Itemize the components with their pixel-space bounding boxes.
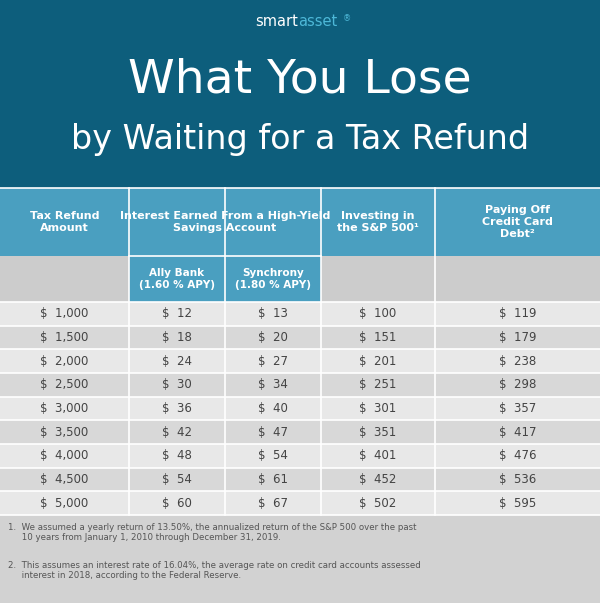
Bar — [0, 373, 600, 397]
Bar — [0, 515, 600, 603]
Text: $  351: $ 351 — [359, 426, 397, 438]
Text: $  100: $ 100 — [359, 308, 397, 320]
Text: $  54: $ 54 — [162, 473, 192, 486]
Text: $  12: $ 12 — [162, 308, 192, 320]
Text: $  536: $ 536 — [499, 473, 536, 486]
Text: Ally Bank
(1.60 % APY): Ally Bank (1.60 % APY) — [139, 268, 215, 290]
Text: $  401: $ 401 — [359, 449, 397, 463]
Bar — [0, 188, 600, 256]
Text: $  20: $ 20 — [258, 331, 288, 344]
Text: ®: ® — [343, 14, 351, 24]
Text: $  4,500: $ 4,500 — [40, 473, 89, 486]
Text: $  502: $ 502 — [359, 497, 397, 510]
Text: $  48: $ 48 — [162, 449, 192, 463]
Bar — [129, 256, 321, 302]
Text: $  417: $ 417 — [499, 426, 536, 438]
Text: $  30: $ 30 — [162, 378, 192, 391]
Text: Tax Refund
Amount: Tax Refund Amount — [30, 211, 99, 233]
Bar — [0, 188, 600, 603]
Text: $  476: $ 476 — [499, 449, 536, 463]
Text: 1.  We assumed a yearly return of 13.50%, the annualized return of the S&P 500 o: 1. We assumed a yearly return of 13.50%,… — [8, 523, 416, 543]
Text: $  151: $ 151 — [359, 331, 397, 344]
Text: $  119: $ 119 — [499, 308, 536, 320]
Text: $  54: $ 54 — [258, 449, 288, 463]
Text: $  47: $ 47 — [258, 426, 288, 438]
Text: by Waiting for a Tax Refund: by Waiting for a Tax Refund — [71, 124, 529, 157]
Text: $  34: $ 34 — [258, 378, 288, 391]
Text: $  36: $ 36 — [162, 402, 192, 415]
Bar — [0, 491, 600, 515]
Text: Paying Off
Credit Card
Debt²: Paying Off Credit Card Debt² — [482, 206, 553, 239]
Text: $  4,000: $ 4,000 — [40, 449, 89, 463]
Text: $  60: $ 60 — [162, 497, 192, 510]
Text: $  40: $ 40 — [258, 402, 288, 415]
Text: $  452: $ 452 — [359, 473, 397, 486]
Text: $  1,000: $ 1,000 — [40, 308, 89, 320]
Text: asset: asset — [298, 14, 337, 30]
Text: $  1,500: $ 1,500 — [40, 331, 89, 344]
Bar — [0, 420, 600, 444]
Text: $  179: $ 179 — [499, 331, 536, 344]
Text: Synchrony
(1.80 % APY): Synchrony (1.80 % APY) — [235, 268, 311, 290]
Bar — [0, 349, 600, 373]
Text: $  18: $ 18 — [162, 331, 192, 344]
Bar — [0, 326, 600, 349]
Text: $  301: $ 301 — [359, 402, 397, 415]
Text: 2.  This assumes an interest rate of 16.04%, the average rate on credit card acc: 2. This assumes an interest rate of 16.0… — [8, 561, 421, 581]
Text: $  251: $ 251 — [359, 378, 397, 391]
Text: $  3,500: $ 3,500 — [40, 426, 89, 438]
Text: $  238: $ 238 — [499, 355, 536, 368]
Text: $  298: $ 298 — [499, 378, 536, 391]
Text: $  3,000: $ 3,000 — [40, 402, 89, 415]
Text: $  42: $ 42 — [162, 426, 192, 438]
Text: What You Lose: What You Lose — [128, 57, 472, 103]
Text: $  357: $ 357 — [499, 402, 536, 415]
Bar — [0, 397, 600, 420]
Text: $  61: $ 61 — [258, 473, 288, 486]
Text: $  67: $ 67 — [258, 497, 288, 510]
Text: Investing in
the S&P 500¹: Investing in the S&P 500¹ — [337, 211, 419, 233]
Text: $  27: $ 27 — [258, 355, 288, 368]
Text: $  595: $ 595 — [499, 497, 536, 510]
Text: $  5,000: $ 5,000 — [40, 497, 89, 510]
Text: $  2,500: $ 2,500 — [40, 378, 89, 391]
Text: $  24: $ 24 — [162, 355, 192, 368]
Bar — [0, 468, 600, 491]
Bar — [0, 302, 600, 326]
Text: $  201: $ 201 — [359, 355, 397, 368]
Text: $  2,000: $ 2,000 — [40, 355, 89, 368]
Text: Interest Earned From a High-Yield
Savings Account: Interest Earned From a High-Yield Saving… — [120, 211, 330, 233]
Text: $  13: $ 13 — [258, 308, 288, 320]
Text: smart: smart — [255, 14, 298, 30]
Bar — [0, 444, 600, 468]
